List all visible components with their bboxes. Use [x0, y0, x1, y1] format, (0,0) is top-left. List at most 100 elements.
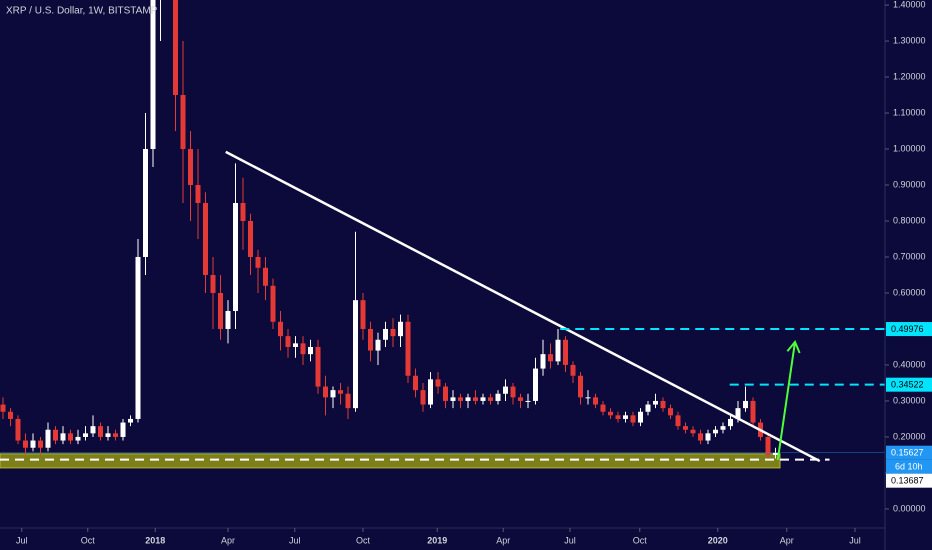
y-tick-label: 1.10000 [893, 107, 926, 117]
candle-body [128, 418, 133, 423]
candle-body [345, 393, 351, 409]
x-tick-label: Apr [496, 535, 510, 545]
candle-body [683, 426, 688, 430]
arrow-shaft [776, 341, 796, 461]
candle-body [15, 418, 21, 441]
x-tick-label: Apr [780, 535, 794, 545]
candle-body [405, 321, 411, 376]
candle-body [233, 202, 238, 311]
candle-body [518, 397, 523, 401]
candle-body [195, 184, 201, 203]
candle-body [300, 343, 306, 355]
y-tick-label: 0.70000 [893, 251, 926, 261]
candle-body [315, 346, 321, 387]
candle-body [645, 404, 651, 412]
candle-body [578, 375, 583, 398]
candle-body [8, 411, 13, 419]
candle-body [428, 379, 433, 405]
candle-body [638, 411, 643, 423]
candle-body [465, 397, 471, 401]
candle-body [248, 220, 253, 257]
candle-body [473, 397, 478, 401]
price-label: 0.13687 [891, 476, 924, 486]
candle-body [188, 149, 193, 185]
candle-body [533, 368, 538, 401]
candle-body [98, 426, 103, 437]
candle-body [653, 400, 658, 405]
candle-body [53, 429, 58, 441]
candle-body [120, 422, 126, 437]
candle-body [180, 95, 186, 150]
candle-body [173, 0, 178, 96]
candle-body [743, 400, 748, 409]
candle-body [263, 267, 268, 286]
candle-body [330, 390, 336, 398]
price-label-box [886, 377, 932, 392]
y-tick-label: 1.30000 [893, 35, 926, 45]
y-tick-label: 1.40000 [893, 0, 926, 9]
candle-body [548, 354, 553, 362]
x-tick-label: Apr [221, 535, 235, 545]
trend-line [225, 150, 821, 463]
price-label: 0.49976 [891, 324, 924, 334]
candle-body [458, 397, 463, 401]
candle-body [323, 386, 328, 398]
candle-body [585, 397, 591, 399]
x-tick-label: Oct [81, 535, 96, 545]
candle-body [660, 400, 666, 409]
candle-body [0, 404, 6, 412]
candle-body [240, 202, 246, 221]
candle-body [443, 386, 448, 401]
candle-body [278, 321, 283, 337]
x-tick-label: Jul [16, 535, 28, 545]
candle-body [480, 397, 486, 401]
candle-body [368, 328, 373, 351]
candle-body [210, 274, 216, 293]
plot-area [0, 0, 885, 469]
candle-body [623, 415, 628, 419]
y-tick-label: 0.00000 [893, 503, 926, 513]
candle-body [68, 433, 73, 441]
candle-body [503, 386, 508, 394]
x-tick-label: Oct [633, 535, 648, 545]
x-tick-label: 2018 [145, 535, 165, 545]
candle-body [698, 433, 703, 441]
candle-body [720, 426, 726, 430]
price-label-box [886, 322, 932, 337]
candle-body [225, 310, 231, 329]
candle-body [150, 0, 156, 150]
candle-body [398, 321, 403, 337]
y-tick-label: 1.00000 [893, 143, 926, 153]
candle-body [30, 440, 36, 448]
candle-body [135, 256, 141, 419]
y-tick-label: 0.20000 [893, 431, 926, 441]
candle-body [608, 411, 613, 416]
candle-body [60, 433, 66, 441]
candle-body [270, 285, 276, 322]
price-label-box [886, 445, 932, 460]
candle-body [728, 418, 733, 427]
x-tick-label: Jul [289, 535, 301, 545]
candle-body [105, 433, 111, 437]
candle-body [555, 339, 561, 362]
candle-body [570, 364, 576, 376]
candle-body [255, 256, 261, 268]
candle-body [705, 433, 711, 441]
candle-body [563, 339, 568, 365]
candle-body [413, 375, 418, 391]
y-tick-label: 0.80000 [893, 215, 926, 225]
candle-body [773, 452, 778, 455]
candle-body [600, 404, 606, 412]
candle-body [383, 328, 388, 340]
x-tick-label: Oct [356, 535, 371, 545]
candle-body [143, 149, 148, 257]
x-tick-label: 2019 [427, 535, 447, 545]
candle-body [630, 415, 636, 423]
candle-body [420, 390, 426, 405]
chart-title: XRP / U.S. Dollar, 1W, BITSTAMP [6, 6, 158, 17]
countdown-label: 6d 10h [895, 462, 923, 472]
candle-body [285, 336, 291, 347]
candle-body [308, 346, 313, 355]
candle-body [713, 429, 718, 434]
y-tick-label: 0.60000 [893, 287, 926, 297]
